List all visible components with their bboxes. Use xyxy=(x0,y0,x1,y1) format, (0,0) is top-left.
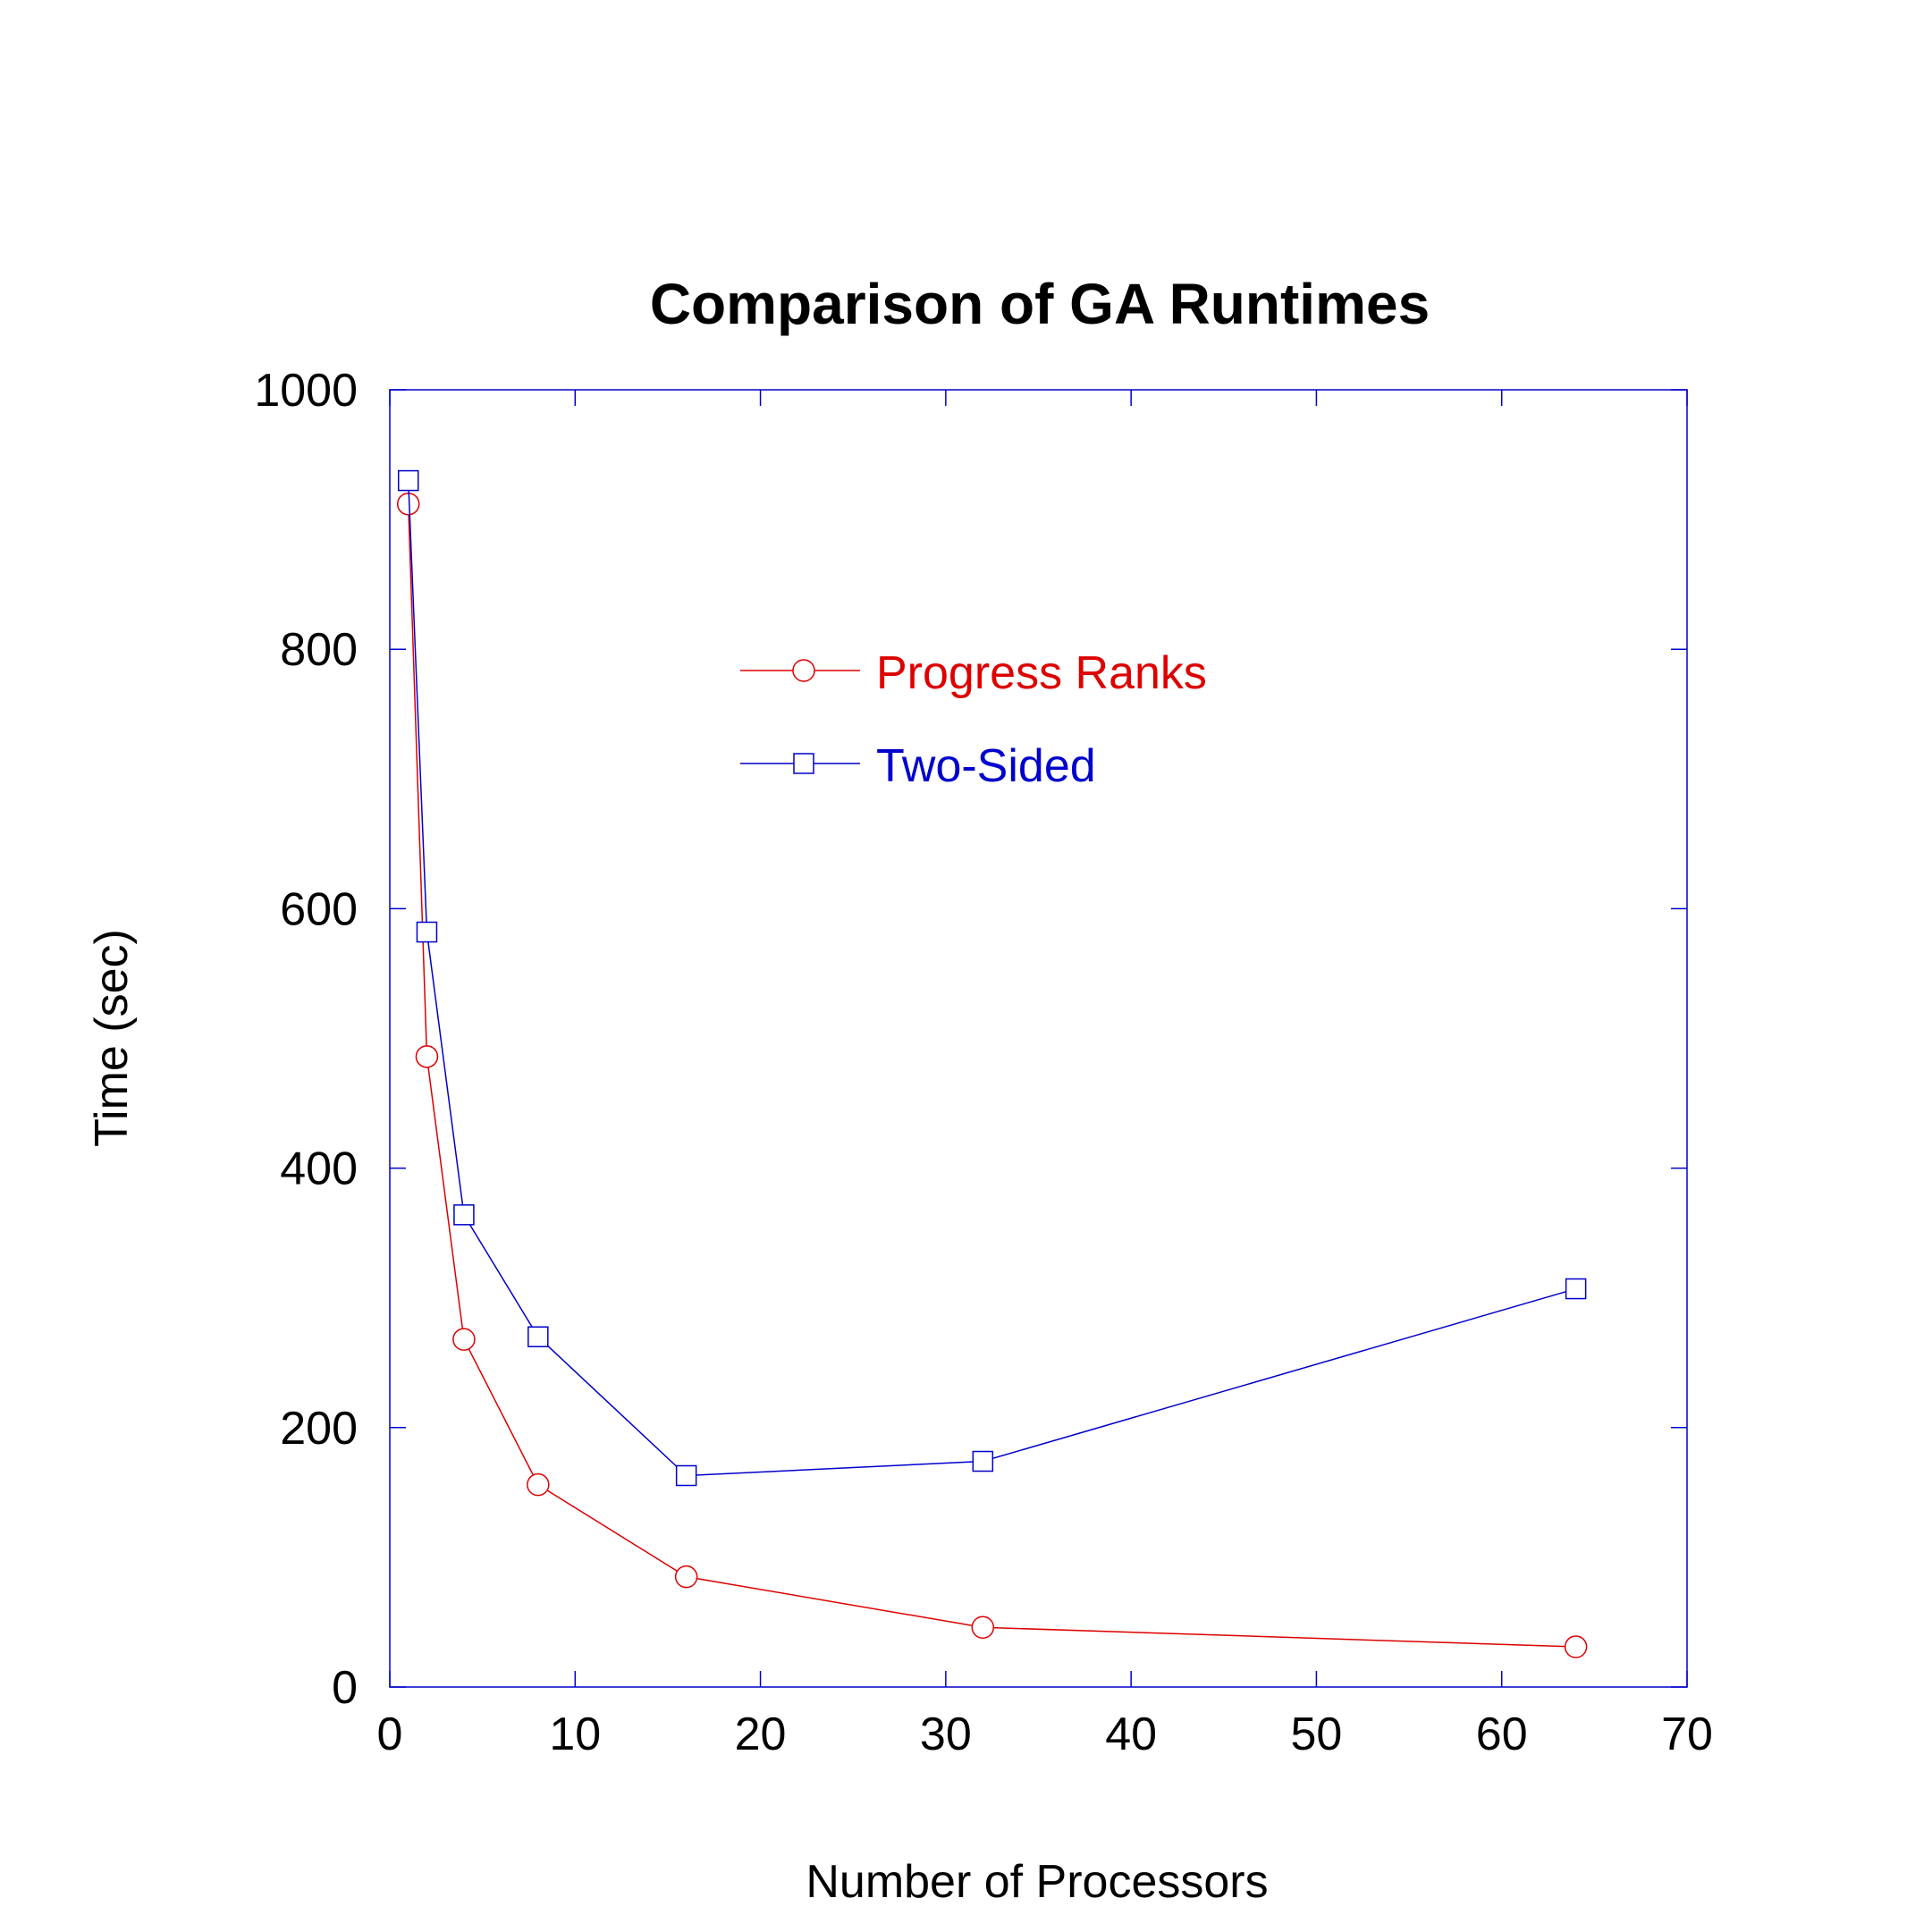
data-point-two-sided xyxy=(453,1204,475,1226)
plot-frame xyxy=(389,389,1688,1688)
y-tick-label: 1000 xyxy=(254,365,358,417)
x-axis-label: Number of Processors xyxy=(806,1856,1268,1908)
x-tick-label: 60 xyxy=(1476,1708,1528,1760)
data-point-progress-ranks xyxy=(527,1472,550,1497)
x-tick-label: 40 xyxy=(1105,1708,1157,1760)
x-tick-label: 20 xyxy=(735,1708,787,1760)
data-point-two-sided xyxy=(527,1326,549,1347)
data-point-progress-ranks xyxy=(674,1565,698,1589)
series-line-two-sided xyxy=(407,480,1576,1477)
chart-title: Comparison of GA Runtimes xyxy=(650,272,1430,336)
x-tick-label: 70 xyxy=(1661,1708,1713,1760)
data-point-two-sided xyxy=(1565,1278,1587,1300)
y-axis-label: Time (sec) xyxy=(86,929,138,1147)
series-layer xyxy=(396,469,1588,1658)
x-tick-label: 0 xyxy=(377,1708,403,1760)
axis-ticks xyxy=(389,389,1688,1688)
x-tick-label: 30 xyxy=(920,1708,972,1760)
data-point-progress-ranks xyxy=(415,1045,439,1068)
legend-marker-progress-ranks xyxy=(792,659,815,682)
y-tick-label: 600 xyxy=(280,883,358,935)
y-tick-label: 0 xyxy=(332,1662,358,1714)
legend-marker-two-sided xyxy=(793,753,814,774)
data-point-two-sided xyxy=(675,1464,697,1487)
data-point-progress-ranks xyxy=(452,1328,476,1351)
data-point-progress-ranks xyxy=(1564,1635,1588,1658)
x-tick-label: 10 xyxy=(549,1708,601,1760)
tick-labels: 0 10 20 30 40 50 60 70 0 200 400 600 800 1000 xyxy=(254,365,1713,1760)
data-point-two-sided xyxy=(397,469,419,492)
data-point-two-sided xyxy=(416,921,438,943)
y-tick-label: 800 xyxy=(280,624,358,676)
x-tick-label: 50 xyxy=(1291,1708,1343,1760)
data-point-progress-ranks xyxy=(971,1616,995,1640)
y-tick-label: 200 xyxy=(280,1403,358,1455)
legend: Progress Ranks Two-Sided xyxy=(740,647,1207,792)
y-tick-label: 400 xyxy=(280,1143,358,1195)
legend-label-two-sided: Two-Sided xyxy=(876,740,1096,792)
legend-label-progress-ranks: Progress Ranks xyxy=(876,647,1207,699)
data-point-two-sided xyxy=(972,1450,994,1472)
